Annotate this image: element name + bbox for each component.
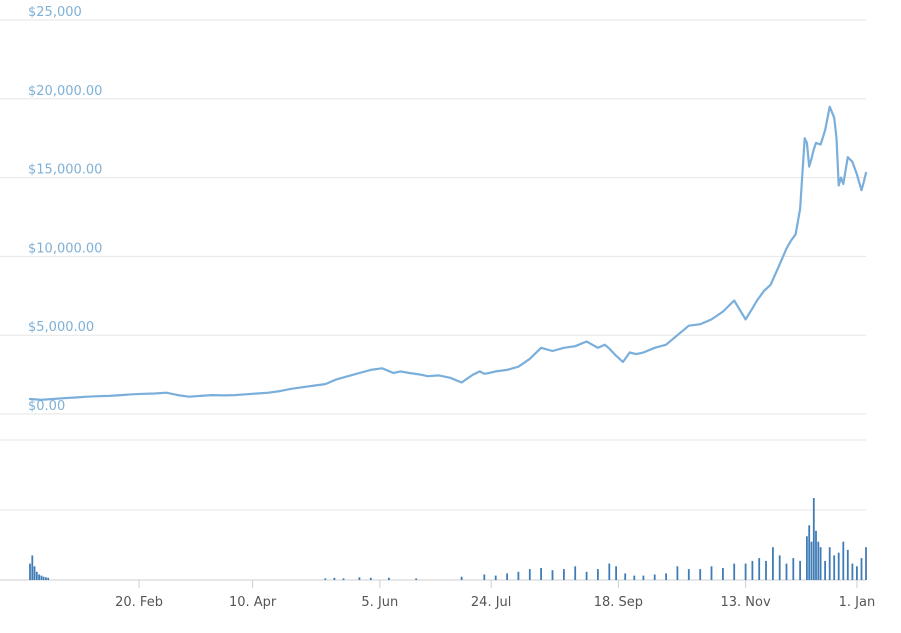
volume-bar xyxy=(333,577,336,580)
x-axis-tick-labels: 20. Feb 10. Apr 5. Jun 24. Jul 18. Sep 13. No… xyxy=(115,580,875,610)
volume-bar xyxy=(358,577,361,580)
volume-bar xyxy=(687,569,690,580)
volume-bar xyxy=(494,575,497,580)
volume-bar xyxy=(624,573,627,580)
volume-bar xyxy=(47,577,50,580)
volume-bar xyxy=(642,575,645,580)
volume-bar xyxy=(676,566,679,580)
volume-bar xyxy=(42,576,45,580)
price-line xyxy=(28,105,868,401)
volume-bars xyxy=(29,498,867,580)
volume-bar xyxy=(38,574,40,580)
volume-bar xyxy=(35,571,38,580)
x-tick-label: 18. Sep xyxy=(594,595,643,610)
volume-bar xyxy=(799,560,801,580)
volume-bar xyxy=(45,577,47,580)
volume-bar xyxy=(460,576,463,580)
volume-gridlines xyxy=(0,439,866,581)
volume-bar xyxy=(342,578,345,580)
volume-bar xyxy=(772,547,774,580)
price-gridlines xyxy=(0,19,866,415)
volume-bar xyxy=(506,573,508,580)
volume-bar xyxy=(837,552,840,580)
volume-bar xyxy=(824,560,826,580)
x-tick-label: 1. Jan xyxy=(839,595,876,610)
volume-bar xyxy=(765,560,767,580)
volume-bar xyxy=(819,547,822,580)
volume-bar xyxy=(653,574,656,580)
volume-bar xyxy=(388,577,390,580)
volume-bar xyxy=(699,569,702,580)
volume-bar xyxy=(815,530,817,580)
volume-bar xyxy=(483,574,486,580)
volume-bar xyxy=(33,566,36,580)
y-tick-label: $25,000 xyxy=(28,5,82,20)
y-tick-label: $0.00 xyxy=(28,399,65,414)
volume-bar xyxy=(810,541,813,580)
y-tick-label: $5,000.00 xyxy=(28,320,94,335)
y-tick-label: $10,000.00 xyxy=(28,241,102,256)
volume-bar xyxy=(785,563,788,580)
volume-bar xyxy=(528,569,531,580)
volume-bar xyxy=(29,563,31,580)
x-tick-label: 10. Apr xyxy=(229,595,277,610)
y-axis-tick-labels: $25,000 $20,000.00 $15,000.00 $10,000.00 $5,… xyxy=(28,5,102,414)
volume-bar xyxy=(808,525,811,580)
volume-bar xyxy=(615,566,617,580)
volume-bar xyxy=(792,558,795,580)
volume-bar xyxy=(812,498,815,580)
volume-bar xyxy=(828,547,831,580)
volume-bar xyxy=(751,560,754,580)
volume-bar xyxy=(865,547,867,580)
volume-bar xyxy=(31,555,34,580)
volume-bar xyxy=(778,555,781,580)
y-tick-label: $15,000.00 xyxy=(28,163,102,178)
volume-bar xyxy=(833,555,836,580)
volume-bar xyxy=(633,575,636,580)
y-tick-label: $20,000.00 xyxy=(28,84,102,99)
volume-bar xyxy=(710,566,713,580)
volume-bar xyxy=(369,577,372,580)
x-tick-label: 20. Feb xyxy=(115,595,163,610)
volume-bar xyxy=(665,573,667,580)
volume-bar xyxy=(851,563,854,580)
volume-bar xyxy=(551,570,554,580)
volume-bar xyxy=(40,575,43,580)
volume-bar xyxy=(540,568,542,580)
volume-bar xyxy=(733,563,736,580)
volume-bar xyxy=(574,566,577,580)
volume-bar xyxy=(563,569,565,580)
volume-bar xyxy=(860,558,863,580)
x-tick-label: 5. Jun xyxy=(361,595,398,610)
volume-bar xyxy=(806,536,808,580)
volume-bar xyxy=(597,569,599,580)
volume-bar xyxy=(608,563,611,580)
volume-bar xyxy=(324,578,327,580)
volume-bar xyxy=(842,541,845,580)
volume-bar xyxy=(817,541,820,580)
volume-bar xyxy=(846,549,849,580)
x-tick-label: 13. Nov xyxy=(721,595,771,610)
volume-bar xyxy=(758,558,761,580)
volume-bar xyxy=(585,571,588,580)
volume-bar xyxy=(722,568,724,580)
volume-bar xyxy=(415,578,418,580)
volume-bar xyxy=(517,571,520,580)
volume-bar xyxy=(856,566,858,580)
x-tick-label: 24. Jul xyxy=(471,595,512,610)
volume-bar xyxy=(744,563,747,580)
